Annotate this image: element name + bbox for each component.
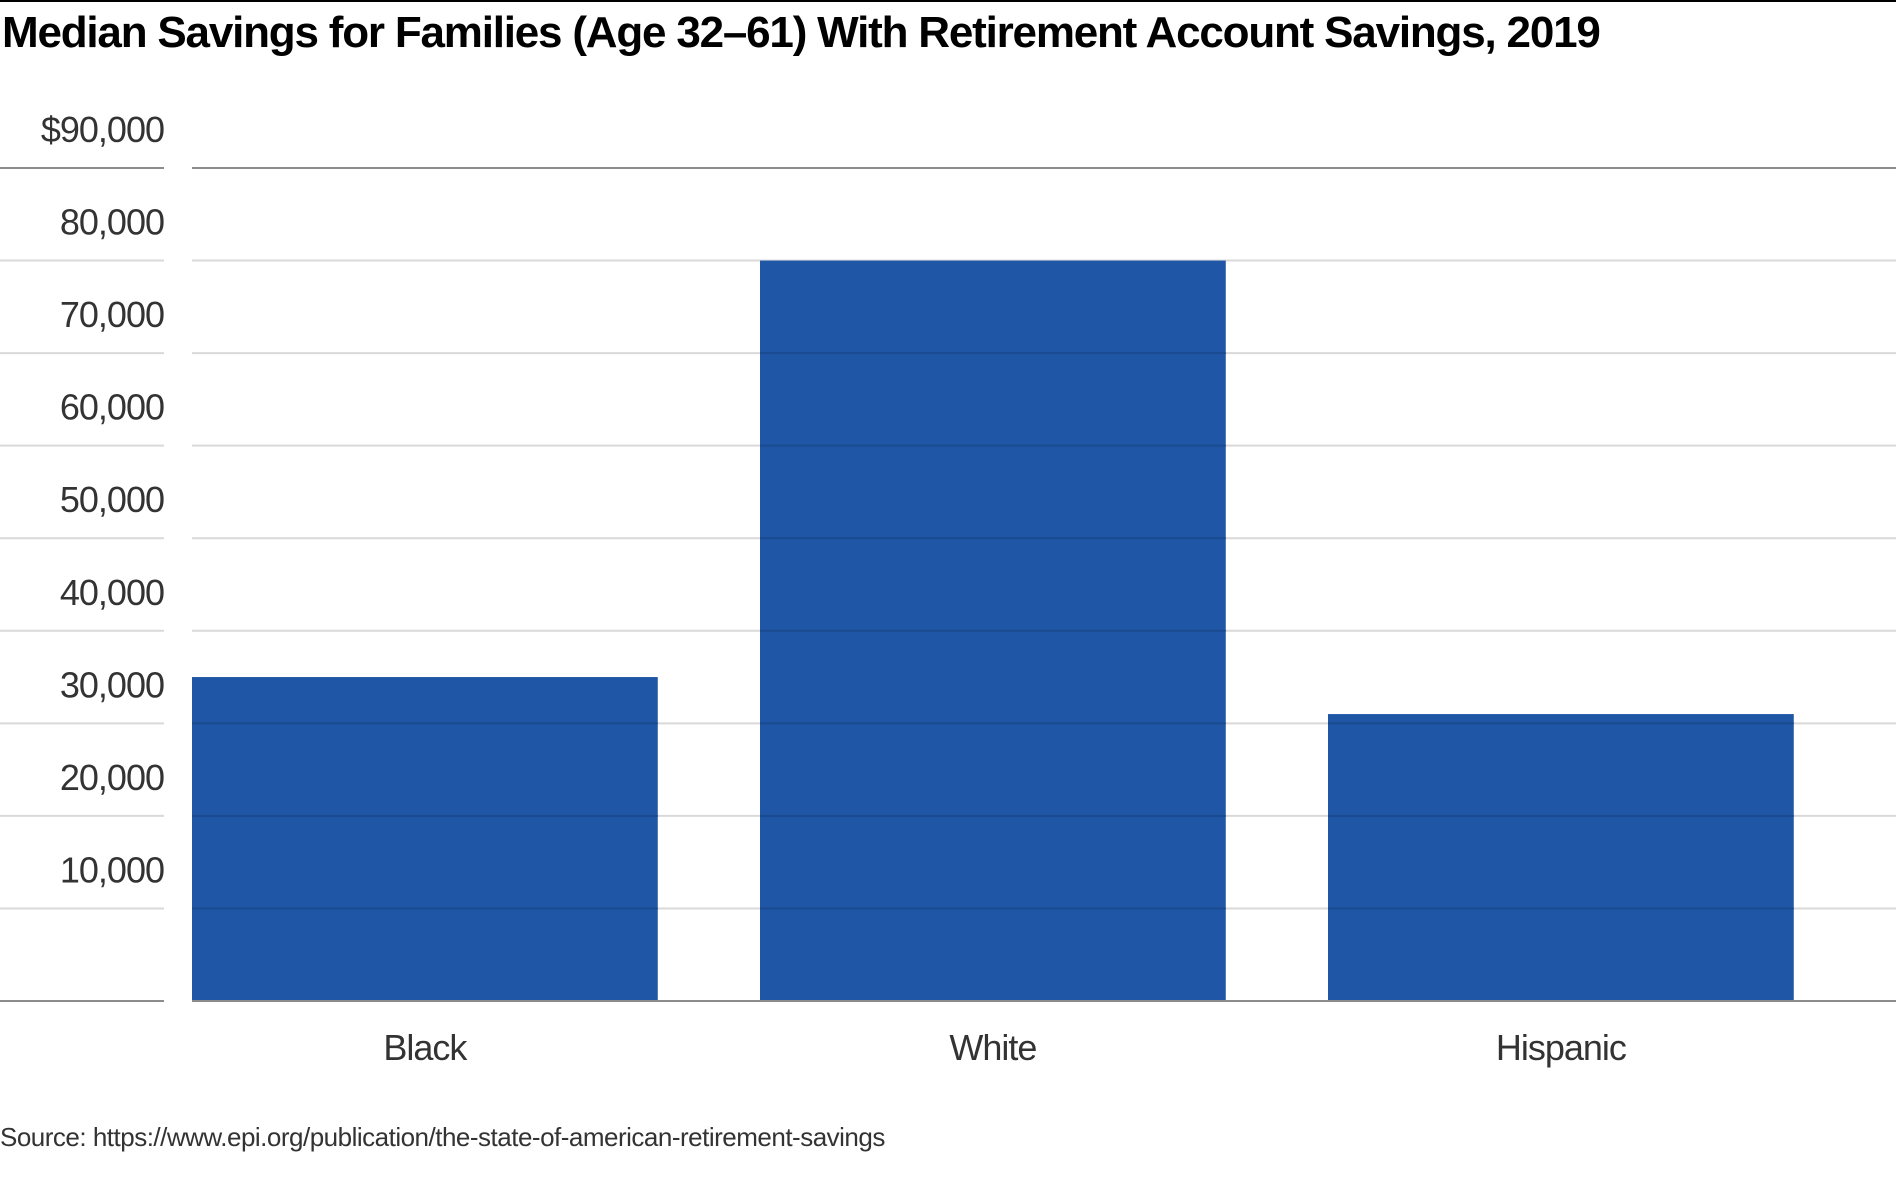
bar-black [192, 677, 658, 1001]
bars [192, 260, 1794, 1001]
y-tick-label: 40,000 [60, 572, 164, 613]
x-tick-labels: Black White Hispanic [383, 1027, 1628, 1068]
top-rule [0, 0, 1896, 2]
y-tick-label: 70,000 [60, 294, 164, 335]
y-tick-labels: 10,000 20,000 30,000 40,000 50,000 60,000 70,0… [41, 109, 165, 890]
chart-title: Median Savings for Families (Age 32–61) … [2, 8, 1601, 57]
y-tick-label: 60,000 [60, 387, 164, 428]
x-tick-label: Hispanic [1496, 1027, 1627, 1068]
source-note: Source: https://www.epi.org/publication/… [0, 1122, 885, 1152]
bar-hispanic [1328, 714, 1794, 1001]
axes [0, 167, 1896, 1002]
y-tick-label: 10,000 [60, 849, 164, 890]
x-tick-label: Black [383, 1027, 468, 1068]
y-tick-label: $90,000 [41, 109, 164, 150]
y-tick-label: 50,000 [60, 479, 164, 520]
y-tick-label: 80,000 [60, 202, 164, 243]
x-tick-label: White [949, 1027, 1036, 1068]
y-tick-label: 20,000 [60, 757, 164, 798]
y-tick-label: 30,000 [60, 664, 164, 705]
